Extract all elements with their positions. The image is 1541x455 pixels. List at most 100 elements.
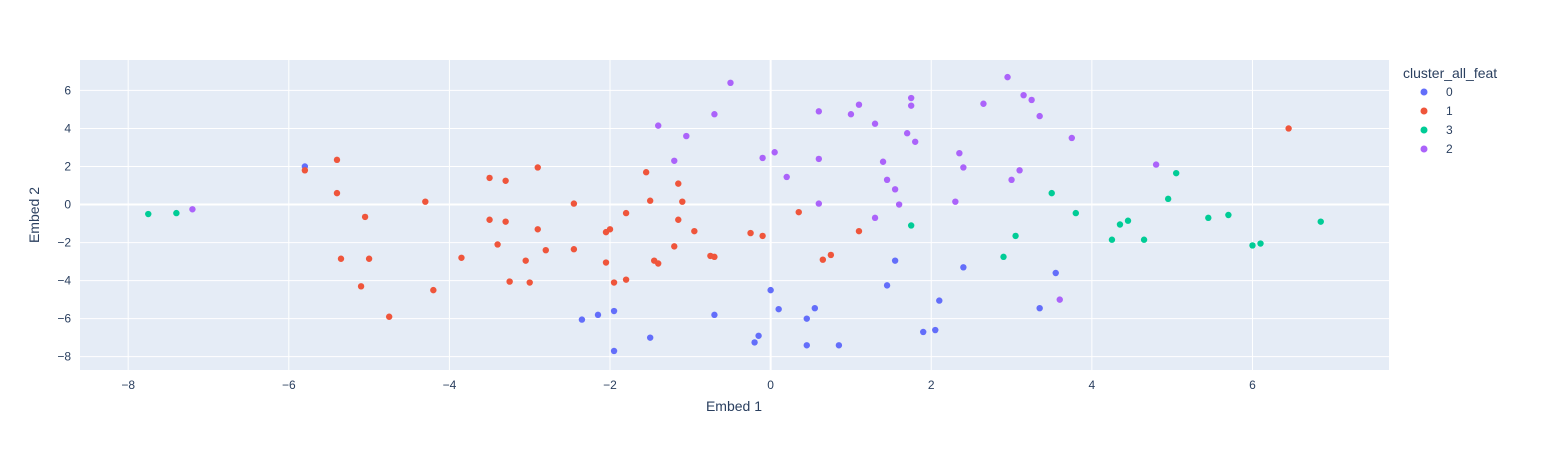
- data-point: [189, 206, 196, 213]
- data-point: [385, 313, 393, 320]
- data-point: [815, 108, 823, 115]
- data-point: [759, 154, 766, 162]
- data-point: [691, 227, 698, 235]
- data-point: [1004, 73, 1011, 81]
- x-axis-title: Embed 1: [706, 398, 762, 414]
- legend-label: 2: [1446, 142, 1453, 156]
- data-point: [1225, 211, 1232, 219]
- legend-label: 1: [1446, 104, 1453, 118]
- data-point: [711, 111, 718, 118]
- series-1: [301, 125, 1292, 320]
- data-point: [871, 214, 879, 222]
- data-point: [952, 198, 959, 205]
- data-point: [815, 155, 823, 163]
- data-point: [747, 229, 754, 237]
- data-point: [1285, 125, 1292, 132]
- data-point: [711, 311, 718, 319]
- data-point: [1012, 232, 1019, 240]
- data-point: [879, 158, 887, 165]
- data-point: [679, 198, 686, 205]
- data-point: [960, 264, 967, 271]
- data-point: [606, 226, 614, 233]
- data-point: [1016, 167, 1023, 174]
- legend-item-2[interactable]: 2: [1420, 142, 1454, 156]
- legend-label: 0: [1446, 85, 1453, 99]
- x-tick-label: −4: [443, 378, 457, 392]
- legend-item-3[interactable]: 3: [1420, 123, 1454, 137]
- y-tick-label: −8: [57, 350, 71, 364]
- data-point: [1072, 209, 1080, 217]
- data-point: [783, 173, 790, 181]
- legend-item-1[interactable]: 1: [1420, 104, 1454, 118]
- data-point: [847, 111, 855, 118]
- legend-marker: [1420, 88, 1428, 96]
- series-3: [145, 169, 1324, 261]
- data-point: [542, 246, 549, 254]
- data-point: [895, 201, 903, 208]
- data-point: [1048, 189, 1055, 197]
- x-tick-label: 0: [767, 378, 774, 392]
- y-tick-label: −4: [57, 274, 71, 288]
- data-point: [759, 232, 766, 240]
- data-point: [980, 100, 987, 107]
- data-point: [458, 254, 465, 261]
- data-point: [646, 334, 654, 341]
- data-point: [751, 339, 758, 346]
- data-point: [1205, 214, 1212, 222]
- x-tick-label: −6: [282, 378, 296, 392]
- data-point: [655, 260, 662, 267]
- data-point: [1124, 217, 1132, 224]
- data-point: [1257, 240, 1264, 247]
- data-point: [655, 122, 662, 129]
- data-point: [903, 130, 911, 137]
- data-point: [1008, 176, 1015, 184]
- data-point: [827, 251, 835, 259]
- data-point: [671, 243, 678, 250]
- data-point: [333, 156, 341, 164]
- data-point: [727, 79, 734, 87]
- data-point: [911, 138, 919, 145]
- data-point: [422, 198, 429, 205]
- data-point: [578, 316, 586, 323]
- y-tick-label: 2: [64, 160, 71, 174]
- data-point: [956, 149, 963, 157]
- data-point: [361, 213, 369, 221]
- data-point: [522, 257, 529, 264]
- data-point: [1108, 236, 1116, 243]
- data-point: [711, 253, 718, 261]
- data-point: [1152, 161, 1160, 168]
- data-point: [936, 297, 943, 304]
- data-point: [602, 259, 610, 266]
- legend-label: 3: [1446, 123, 1453, 137]
- data-point: [1036, 112, 1043, 120]
- data-point: [835, 342, 843, 349]
- data-point: [642, 169, 650, 176]
- data-point: [1164, 195, 1172, 203]
- data-point: [337, 255, 345, 262]
- data-point: [855, 227, 863, 235]
- data-point: [506, 278, 513, 285]
- legend: cluster_all_feat 0 1 3 2: [1403, 65, 1497, 156]
- data-point: [610, 307, 618, 315]
- data-point: [803, 342, 810, 349]
- x-tick-label: 2: [928, 378, 935, 392]
- legend-marker: [1420, 107, 1428, 115]
- data-point: [534, 226, 541, 233]
- legend-marker: [1420, 126, 1428, 134]
- data-point: [932, 326, 939, 334]
- data-point: [795, 208, 802, 216]
- data-point: [1020, 91, 1027, 99]
- data-point: [594, 311, 602, 319]
- legend-item-0[interactable]: 0: [1420, 85, 1454, 99]
- data-point: [907, 222, 915, 229]
- data-point: [883, 176, 891, 184]
- x-tick-label: −2: [603, 378, 617, 392]
- data-point: [920, 328, 927, 336]
- data-point: [1317, 218, 1324, 225]
- data-point: [815, 200, 823, 207]
- y-tick-label: −6: [57, 312, 71, 326]
- x-tick-label: −8: [121, 378, 135, 392]
- data-point: [534, 164, 541, 171]
